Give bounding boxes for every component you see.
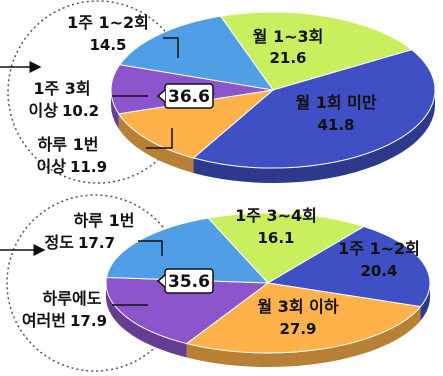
slice-value-bottom-5: 17.7 [78, 234, 115, 252]
slice-label-bottom-1: 1주 3~4회 [235, 206, 317, 225]
slice-label-bottom-5-line2: 정도 [45, 233, 75, 252]
leader-line-top-1 [163, 37, 179, 58]
slice-label-top-2: 월 1회 미만 [295, 93, 376, 112]
bottom-slice-side-4 [105, 283, 187, 358]
top-slice-side-4 [111, 90, 119, 129]
bottom-slice-2 [266, 225, 431, 308]
slice-value-bottom-4: 17.9 [70, 312, 107, 330]
slice-label-top-4-line1: 1주 3회 [33, 79, 90, 98]
callout-value-top: 36.6 [168, 87, 210, 107]
top-slice-1 [219, 11, 413, 91]
slice-label-top-3-line1: 하루 1번 [38, 135, 99, 154]
callout-value-bottom: 35.6 [168, 272, 210, 292]
top-slice-5 [118, 15, 275, 91]
top-slice-3 [117, 89, 275, 159]
slice-label-top-3-line2: 이상 [37, 157, 67, 176]
bottom-slice-1 [207, 212, 365, 284]
bottom-slice-5 [105, 217, 270, 284]
callout-box-bottom: 35.6 [156, 268, 214, 294]
bottom-slice-side-3 [186, 306, 421, 367]
slice-value-bottom-3: 27.9 [279, 320, 316, 338]
slice-value-top-4: 10.2 [62, 102, 99, 120]
slice-label-top-4-line2: 이상 [29, 101, 59, 120]
slice-value-top-3: 11.9 [70, 158, 107, 176]
bottom-slice-side-2 [420, 283, 430, 321]
slice-label-bottom-2: 1주 1~2회 [338, 239, 420, 258]
slice-value-bottom-1: 16.1 [257, 229, 294, 247]
slice-label-bottom-4-line1: 하루에도 [43, 289, 102, 308]
slice-value-top-2: 41.8 [317, 116, 354, 134]
slice-label-bottom-5-line1: 하루 1번 [74, 211, 135, 230]
top-slice-side-2 [193, 90, 435, 183]
leader-line-top-3 [146, 128, 173, 149]
top-slice-side-3 [118, 113, 194, 173]
slice-value-top-1: 21.6 [269, 49, 306, 67]
slice-label-top-5: 1주 1~2회 [67, 13, 149, 32]
slice-value-top-5: 14.5 [89, 36, 126, 54]
pie-chart-top: 36.6 월 1~3회 21.6 월 1회 미만 41.8 하루 1번 이상 1… [0, 0, 436, 184]
top-slice-2 [192, 49, 436, 169]
leader-line-bottom-1 [138, 240, 163, 256]
pie-chart-bottom: 35.6 1주 3~4회 16.1 1주 1~2회 20.4 월 3회 이하 2… [0, 194, 431, 372]
slice-label-bottom-3: 월 3회 이하 [257, 297, 338, 316]
bottom-slice-4 [105, 276, 270, 345]
slice-label-top-1: 월 1~3회 [253, 27, 324, 46]
slice-value-bottom-2: 20.4 [360, 262, 397, 280]
callout-box-top: 36.6 [156, 83, 214, 109]
slice-label-bottom-4-line2: 여러번 [22, 311, 66, 330]
